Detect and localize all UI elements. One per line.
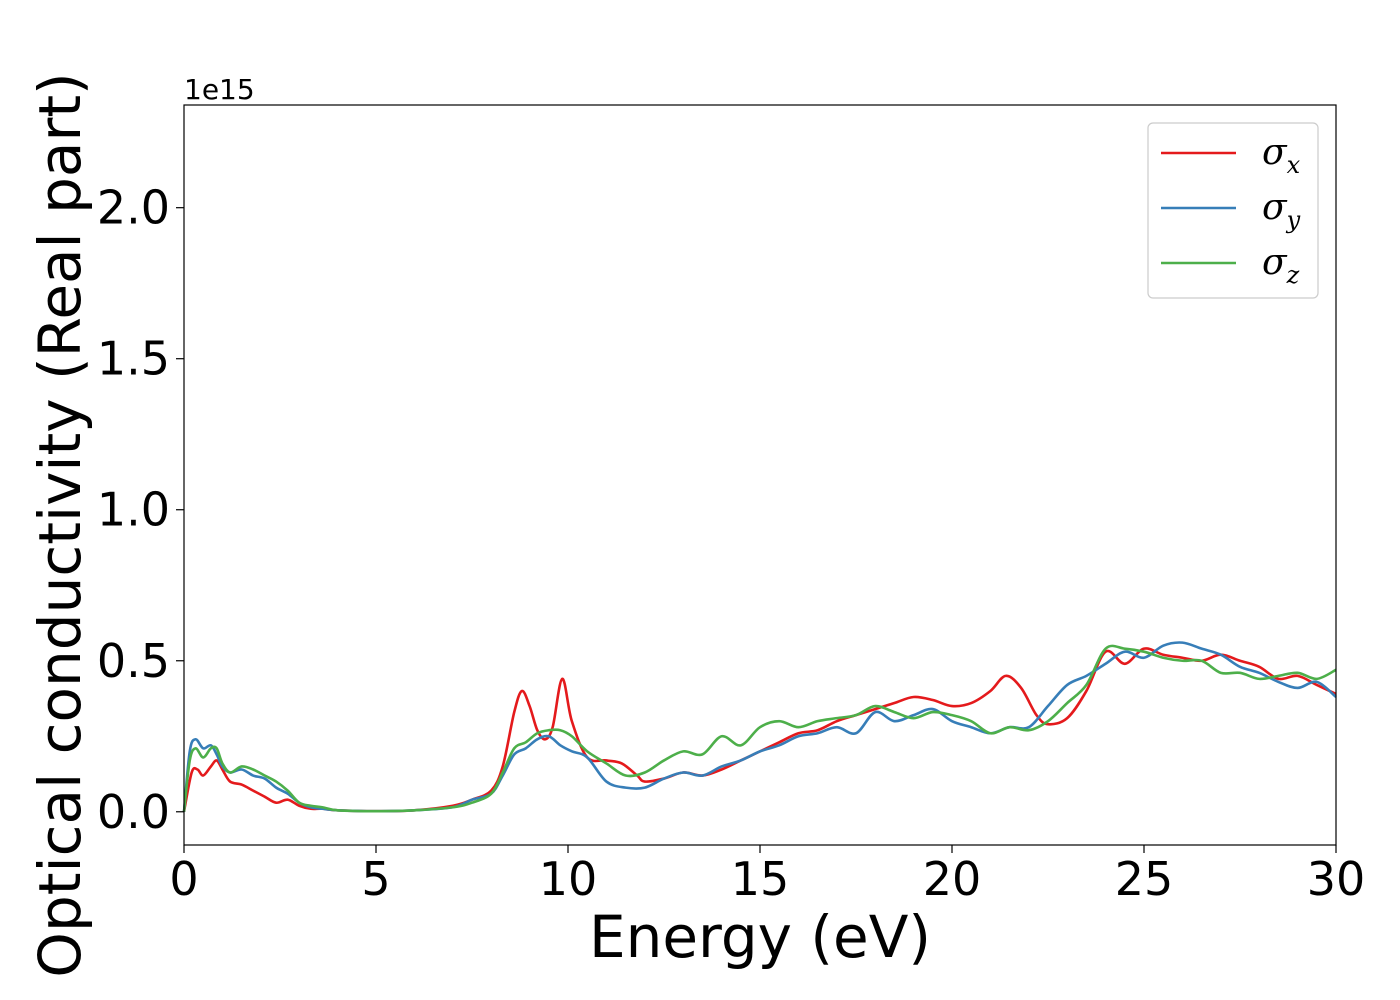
y-axis-offset-text: 1e15: [184, 73, 255, 106]
y-tick-label: 1.5: [97, 332, 170, 386]
x-axis-label: Energy (eV): [589, 903, 931, 971]
y-axis: 0.0 0.5 1.0 1.5 2.0: [97, 181, 184, 839]
y-tick-label: 0.5: [97, 634, 170, 688]
x-tick-label: 0: [169, 852, 198, 906]
legend-symbol: σ: [1262, 132, 1288, 173]
series-layer: [182, 641, 1337, 813]
y-tick-label: 0.0: [97, 785, 170, 839]
legend-symbol: σ: [1262, 242, 1288, 283]
legend-box: [1147, 122, 1319, 299]
legend-label-x: σx: [1262, 132, 1301, 179]
x-tick-label: 5: [361, 852, 390, 906]
legend-subscript: z: [1286, 261, 1300, 289]
x-tick-label: 10: [539, 852, 598, 906]
x-tick-label: 30: [1307, 852, 1366, 906]
x-axis: 0 5 10 15 20 25 30: [169, 845, 1365, 906]
legend-subscript: x: [1287, 151, 1301, 179]
y-tick-label: 1.0: [97, 483, 170, 537]
x-tick-label: 20: [923, 852, 982, 906]
x-tick-label: 25: [1115, 852, 1174, 906]
legend-label-z: σz: [1262, 242, 1300, 289]
y-axis-label: Optical conductivity (Real part): [26, 72, 94, 977]
series-line-y: [182, 641, 1337, 813]
y-tick-label: 2.0: [97, 181, 170, 235]
legend-subscript: y: [1286, 206, 1301, 234]
legend-label-y: σy: [1262, 187, 1301, 234]
x-tick-label: 15: [731, 852, 790, 906]
legend-symbol: σ: [1262, 187, 1288, 228]
series-line-z: [182, 644, 1337, 813]
